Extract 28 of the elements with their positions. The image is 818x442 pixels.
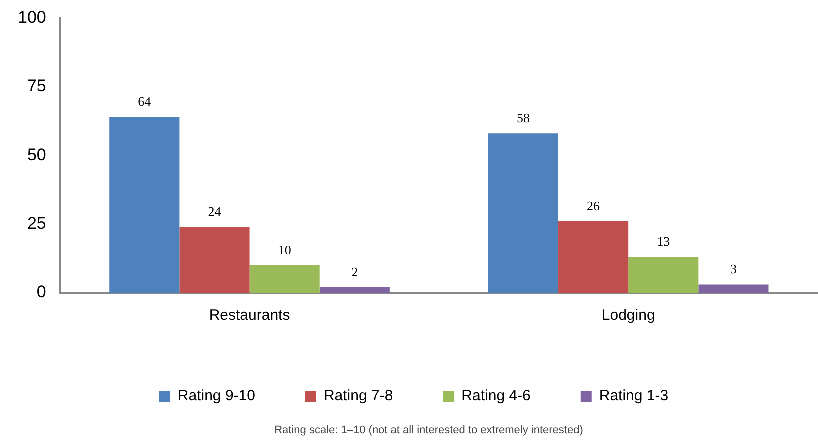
legend-label: Rating 1-3 <box>599 388 669 405</box>
data-label: 13 <box>657 234 670 250</box>
legend-label: Rating 4-6 <box>462 388 531 405</box>
y-tick-label: 25 <box>27 214 46 233</box>
bar <box>110 117 180 293</box>
y-tick-label: 50 <box>27 145 46 164</box>
x-tick-label: Restaurants <box>209 307 290 324</box>
y-tick-label: 0 <box>36 282 46 302</box>
bar <box>698 284 769 293</box>
x-tick-label: Lodging <box>602 307 656 324</box>
y-tick-label: 100 <box>18 8 46 27</box>
data-label: 24 <box>208 204 222 219</box>
text: Rating scale: 1–10 (not at all interested to extremely interested) <box>274 424 584 437</box>
legend-label: Rating 9-10 <box>178 388 256 405</box>
data-label: 10 <box>278 242 292 258</box>
data-label: 2 <box>352 264 358 280</box>
bar <box>250 266 320 293</box>
data-label: 58 <box>516 110 530 126</box>
y-tick-label: 75 <box>27 76 46 96</box>
bar <box>488 134 559 293</box>
data-label: 64 <box>138 94 152 110</box>
bar <box>628 257 699 293</box>
data-label: 26 <box>587 198 601 214</box>
data-label: 3 <box>730 262 737 277</box>
legend-label: Rating 7-8 <box>324 388 394 405</box>
bar <box>558 222 629 293</box>
bar <box>180 227 250 293</box>
bar <box>320 288 390 293</box>
